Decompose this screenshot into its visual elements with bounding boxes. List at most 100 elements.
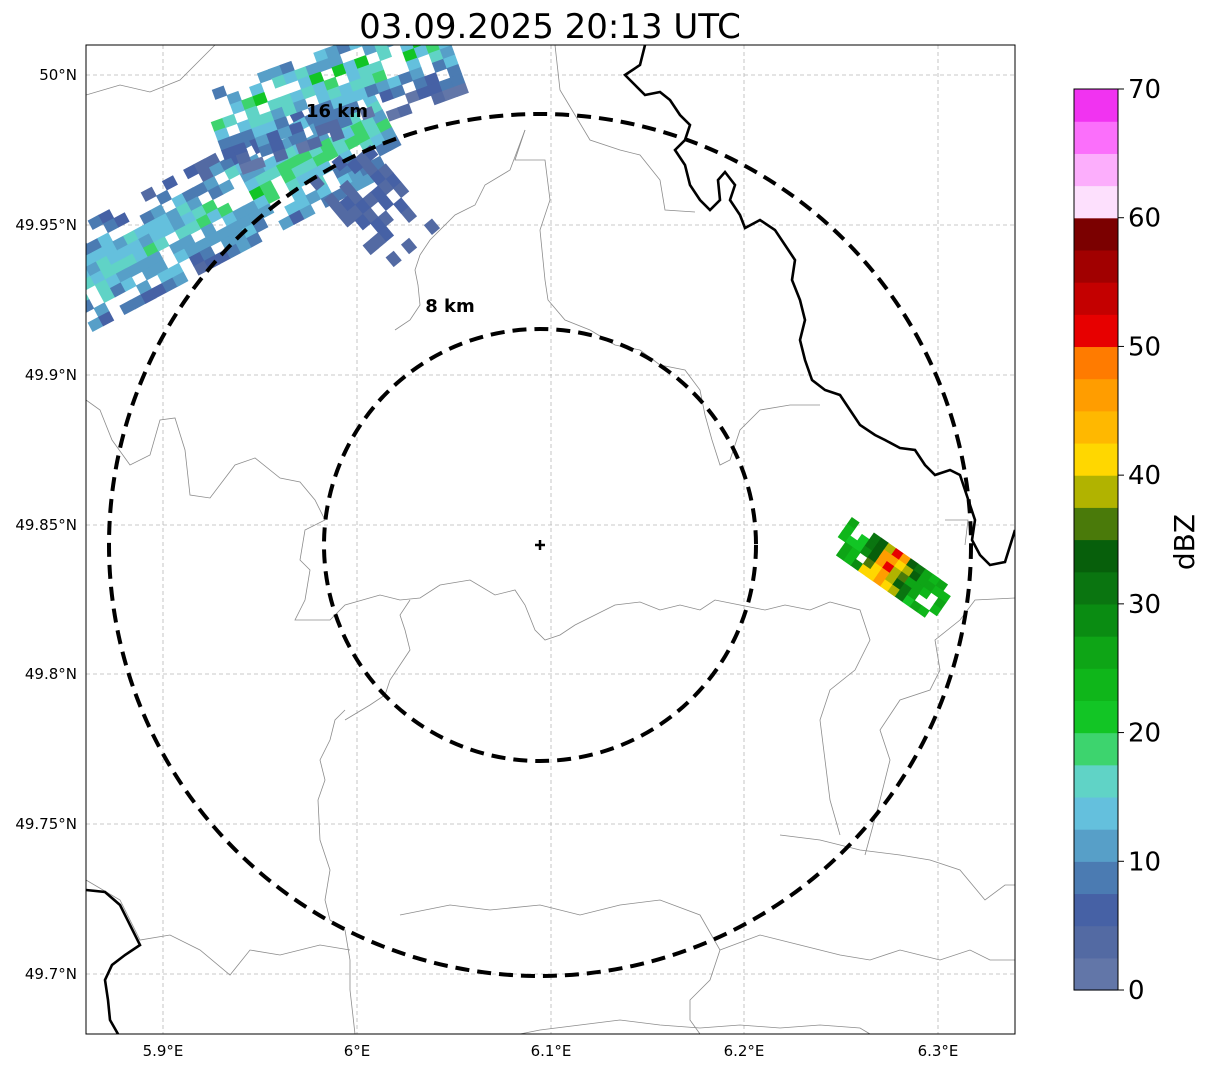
echo-cell — [221, 146, 237, 161]
colorbar-frame — [1073, 88, 1119, 991]
echo-cell — [69, 281, 85, 296]
colorbar-segment — [1074, 700, 1118, 734]
range-ring-16km — [107, 112, 973, 978]
echo-cell — [258, 143, 274, 158]
colorbar-segment — [1074, 185, 1118, 219]
map-frame — [85, 44, 1016, 1035]
echo-cell — [185, 219, 202, 235]
echo-cell — [45, 237, 61, 252]
echo-cell — [64, 273, 80, 288]
echo-cell — [847, 546, 861, 560]
colorbar-segment — [1074, 89, 1118, 122]
colorbar-segment — [1074, 282, 1118, 315]
colorbar-tick-label: 40 — [1128, 461, 1161, 491]
echo-cell — [252, 92, 268, 107]
echo-cell — [346, 68, 362, 83]
y-tick-label: 49.7°N — [25, 965, 77, 983]
echo-cell — [377, 178, 394, 196]
y-tick-label: 49.75°N — [15, 815, 77, 833]
colorbar-segment — [1074, 732, 1118, 766]
echo-cell — [240, 128, 256, 143]
colorbar-segment — [1074, 507, 1118, 541]
range-ring-label-8km: 8 km — [425, 296, 475, 317]
echo-cell — [208, 161, 226, 177]
echo-cell — [933, 597, 947, 610]
echo-cell — [399, 45, 415, 53]
echo-cell — [842, 523, 856, 537]
echo-cell — [193, 260, 210, 276]
echo-cell — [385, 250, 402, 268]
echo-cell — [313, 48, 329, 63]
echo-cell — [244, 105, 261, 120]
echo-cell — [155, 189, 173, 206]
echo-cell — [374, 141, 391, 157]
echo-cell — [357, 64, 373, 79]
echo-cell — [353, 55, 370, 70]
echo-cell — [377, 225, 395, 243]
admin-boundaries — [86, 45, 1015, 1034]
colorbar-segment — [1074, 571, 1118, 605]
echo-cell — [315, 90, 332, 105]
colorbar-tick-label: 10 — [1128, 847, 1161, 877]
echo-cell — [289, 89, 306, 104]
echo-cell — [262, 120, 279, 135]
echo-cell — [409, 66, 425, 82]
echo-cell — [281, 102, 298, 117]
echo-cell — [331, 155, 348, 172]
colorbar-label: dBZ — [1168, 514, 1201, 570]
echo-cell — [129, 294, 147, 310]
echo-cell — [239, 160, 255, 175]
echo-cell — [272, 148, 289, 163]
echo-cell — [299, 204, 316, 220]
echo-cell — [928, 603, 942, 617]
echo-cell — [214, 249, 231, 265]
echo-cell — [337, 114, 353, 129]
echo-cell — [360, 73, 377, 89]
echo-cell — [282, 70, 299, 85]
echo-cell — [359, 106, 376, 121]
echo-cell — [918, 586, 932, 600]
echo-cell — [453, 82, 469, 98]
x-tick-label: 6.3°E — [918, 1042, 959, 1060]
echo-cell — [120, 276, 137, 292]
echo-cell — [218, 179, 235, 195]
echo-cell — [335, 45, 352, 55]
echo-cell — [377, 210, 394, 227]
colorbar-segment — [1074, 539, 1118, 573]
echo-cell — [338, 82, 354, 97]
echo-cell — [319, 99, 335, 114]
echo-cell — [151, 282, 168, 299]
echo-cell — [278, 93, 294, 108]
colorbar-segment — [1074, 314, 1118, 348]
echo-cell — [330, 95, 346, 110]
echo-cell — [312, 80, 328, 96]
echo-cell — [161, 277, 178, 293]
echo-cell — [249, 82, 265, 97]
echo-cell — [99, 287, 116, 304]
colorbar-segment — [1074, 346, 1118, 380]
colorbar-segment — [1074, 636, 1118, 669]
echo-cell — [153, 236, 170, 252]
colorbar-tick-label: 30 — [1128, 590, 1161, 620]
echo-cell — [228, 132, 245, 147]
echo-cell — [413, 45, 430, 59]
echo-cell — [428, 49, 444, 64]
echo-cell — [385, 107, 402, 122]
echo-cell — [316, 57, 333, 73]
echo-cell — [345, 100, 361, 116]
echo-cell — [354, 213, 371, 231]
echo-cell — [425, 45, 441, 55]
echo-cell — [442, 86, 458, 102]
echo-cell — [278, 215, 295, 231]
x-tick-label: 6°E — [344, 1042, 371, 1060]
plot-title: 03.09.2025 20:13 UTC — [359, 7, 741, 47]
echo-cell — [246, 232, 263, 248]
colorbar-segment — [1074, 249, 1118, 283]
echo-cell — [268, 64, 284, 80]
echo-cell — [300, 84, 317, 100]
echo-cell — [846, 516, 860, 530]
echo-cell — [229, 100, 246, 115]
echo-cell — [206, 208, 223, 224]
echo-cluster — [308, 144, 441, 268]
